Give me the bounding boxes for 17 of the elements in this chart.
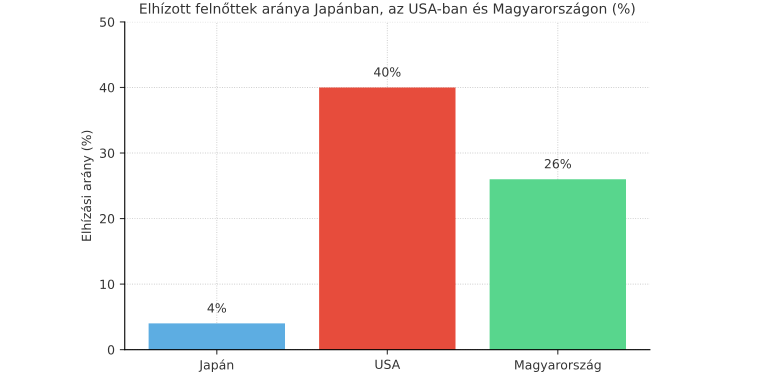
y-tick-label: 30	[100, 148, 114, 158]
x-tick-label: Japán	[198, 359, 234, 372]
y-tick-label: 10	[100, 280, 114, 290]
bar	[490, 179, 626, 350]
data-label: 26%	[544, 159, 572, 168]
data-label: 40%	[374, 67, 401, 77]
y-axis-title: Elhízási arány (%)	[80, 130, 94, 241]
y-tick-label: 50	[100, 17, 114, 27]
y-tick-label: 20	[100, 214, 114, 224]
data-label: 4%	[208, 303, 226, 313]
bar	[148, 323, 286, 350]
x-tick-label: USA	[375, 360, 400, 370]
bar	[319, 87, 456, 350]
chart-title: Elhízott felnőttek aránya Japánban, az USA-ban és Magyarországon (%)	[140, 2, 635, 16]
y-tick-label: 0	[108, 345, 114, 355]
x-tick-label: Magyarország	[515, 359, 601, 372]
y-tick-label: 40	[100, 82, 114, 92]
